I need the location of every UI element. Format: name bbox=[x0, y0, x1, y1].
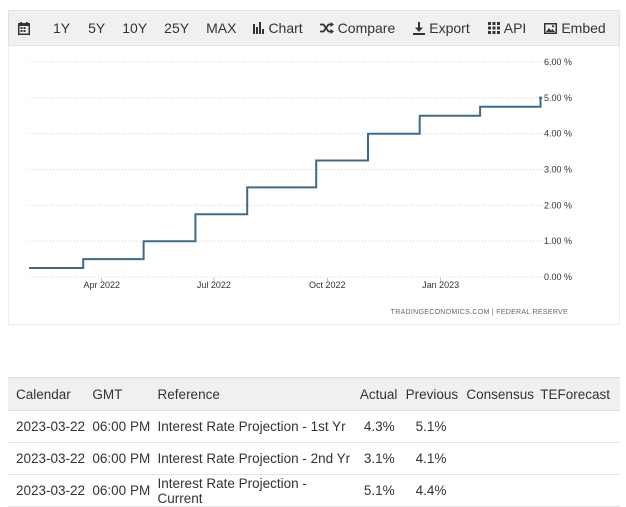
interest-rate-chart: 0.00 % 1.00 % 2.00 % 3.00 % 4.00 % 5.00 % 6.00… bbox=[29, 57, 572, 316]
chart-toolbar: 1Y 5Y 10Y 25Y MAX Chart Compare Export A… bbox=[8, 10, 620, 46]
chart-type-label: Chart bbox=[268, 20, 303, 36]
embed-label: Embed bbox=[561, 20, 606, 36]
range-25y-button[interactable]: 25Y bbox=[164, 20, 190, 36]
cell-gmt: 06:00 PM bbox=[92, 442, 158, 475]
col-consensus: Consensus bbox=[466, 377, 541, 411]
col-actual: Actual bbox=[353, 377, 406, 411]
y-tick-label: 2.00 % bbox=[544, 200, 572, 210]
cell-previous: 5.1% bbox=[405, 410, 467, 443]
col-gmt: GMT bbox=[92, 377, 158, 411]
cell-date: 2023-03-22 bbox=[8, 410, 93, 443]
y-tick-label: 3.00 % bbox=[544, 165, 572, 175]
export-label: Export bbox=[429, 20, 470, 36]
cell-teforecast bbox=[540, 442, 620, 475]
cell-actual: 3.1% bbox=[353, 442, 406, 475]
x-tick-label: Jan 2023 bbox=[422, 280, 459, 290]
cell-date: 2023-03-22 bbox=[8, 442, 93, 475]
bar-chart-icon bbox=[253, 22, 265, 34]
col-teforecast: TEForecast bbox=[540, 377, 620, 411]
series-line bbox=[29, 97, 542, 269]
cell-previous: 4.1% bbox=[405, 442, 467, 475]
cell-actual: 4.3% bbox=[353, 410, 406, 443]
embed-button[interactable]: Embed bbox=[544, 20, 606, 36]
range-max-button[interactable]: MAX bbox=[206, 20, 237, 36]
cell-consensus bbox=[466, 410, 541, 443]
api-button[interactable]: API bbox=[487, 20, 527, 36]
cell-consensus bbox=[466, 442, 541, 475]
cell-reference[interactable]: Interest Rate Projection - 1st Yr bbox=[157, 410, 354, 443]
y-tick-label: 1.00 % bbox=[544, 236, 572, 246]
table-row: 2023-03-22 06:00 PM Interest Rate Projec… bbox=[8, 410, 620, 443]
calendar-header-row: Calendar GMT Reference Actual Previous C… bbox=[8, 377, 620, 411]
calendar-icon bbox=[18, 21, 30, 35]
export-button[interactable]: Export bbox=[413, 20, 470, 36]
range-10y-button[interactable]: 10Y bbox=[122, 20, 148, 36]
x-tick-label: Oct 2022 bbox=[309, 280, 346, 290]
api-label: API bbox=[503, 20, 527, 36]
chart-credit: TRADINGECONOMICS.COM | FEDERAL RESERVE bbox=[391, 309, 568, 316]
compare-label: Compare bbox=[337, 20, 396, 36]
x-tick-label: Apr 2022 bbox=[83, 280, 120, 290]
cell-reference[interactable]: Interest Rate Projection - 2nd Yr bbox=[157, 442, 354, 475]
cell-teforecast bbox=[540, 410, 620, 443]
data-point bbox=[539, 96, 543, 100]
range-1y-button[interactable]: 1Y bbox=[53, 20, 71, 36]
download-icon bbox=[413, 21, 426, 35]
x-tick-label: Jul 2022 bbox=[197, 280, 231, 290]
calendar-button[interactable] bbox=[18, 21, 34, 35]
range-5y-button[interactable]: 5Y bbox=[88, 20, 106, 36]
grid-icon bbox=[487, 22, 500, 34]
col-reference: Reference bbox=[157, 377, 354, 411]
cell-gmt: 06:00 PM bbox=[92, 410, 158, 443]
chart-area: 0.00 % 1.00 % 2.00 % 3.00 % 4.00 % 5.00 % 6.00… bbox=[8, 46, 620, 325]
y-tick-label: 0.00 % bbox=[544, 272, 572, 282]
shuffle-icon bbox=[319, 22, 334, 34]
y-tick-label: 4.00 % bbox=[544, 129, 572, 139]
y-tick-label: 5.00 % bbox=[544, 93, 572, 103]
col-calendar: Calendar bbox=[8, 377, 93, 411]
image-icon bbox=[544, 22, 558, 34]
col-previous: Previous bbox=[405, 377, 467, 411]
calendar-table: Calendar GMT Reference Actual Previous C… bbox=[8, 377, 620, 507]
chart-type-button[interactable]: Chart bbox=[253, 20, 303, 36]
compare-button[interactable]: Compare bbox=[319, 20, 396, 36]
table-row: 2023-03-22 06:00 PM Interest Rate Projec… bbox=[8, 442, 620, 475]
y-tick-label: 6.00 % bbox=[544, 57, 572, 67]
